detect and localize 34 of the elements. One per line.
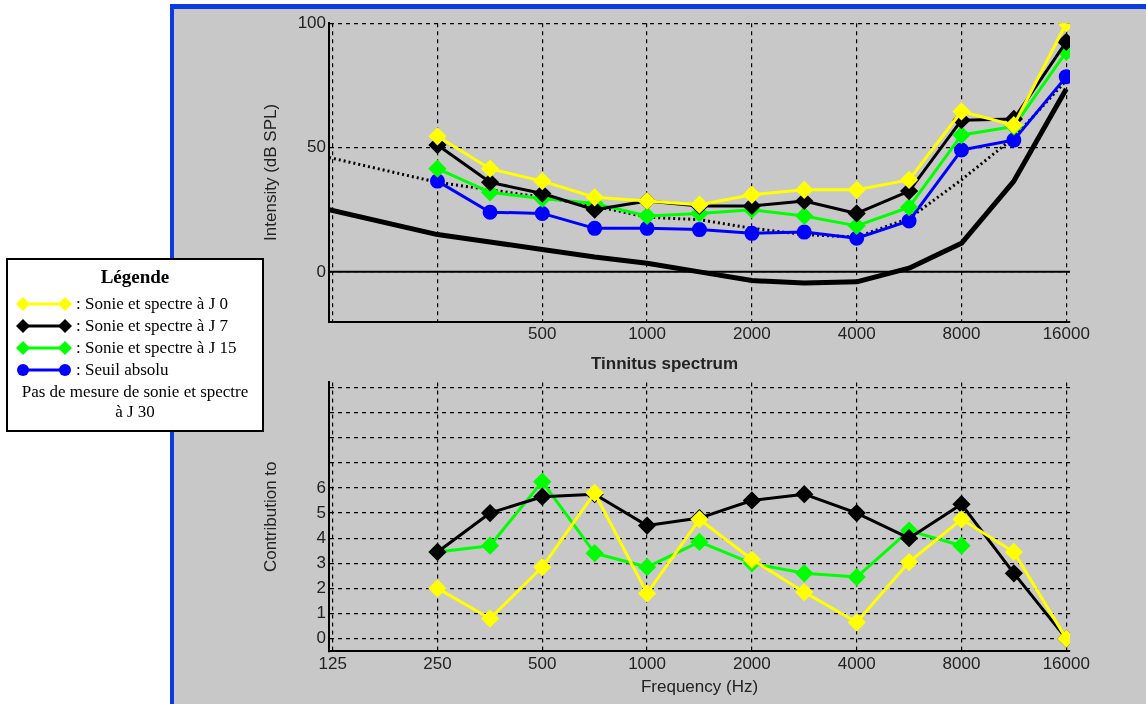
- x-tick-label: 8000: [942, 654, 981, 674]
- text: Pas de mesure de sonie et spectre à J 30: [20, 382, 250, 422]
- y-tick-label: 6: [316, 477, 326, 497]
- x-tick-label: 500: [528, 324, 557, 344]
- y-tick-label: 50: [307, 137, 326, 157]
- legend-label: : Seuil absolu: [76, 360, 169, 380]
- x-tick-label: 2000: [732, 654, 771, 674]
- y-axis-title: Intensity (dB SPL): [260, 103, 280, 241]
- x-tick-label: 4000: [837, 324, 876, 344]
- y-tick-label: 5: [316, 502, 326, 522]
- x-tick-label: 1000: [628, 654, 666, 674]
- y-tick-label: 4: [316, 527, 326, 547]
- legend-label: : Sonie et spectre à J 7: [76, 316, 229, 336]
- legend-label: : Sonie et spectre à J 0: [76, 294, 229, 314]
- x-tick-label: 4000: [837, 654, 876, 674]
- y-tick-label: 0: [316, 261, 326, 281]
- chart-title: Tinnitus spectrum: [590, 353, 739, 373]
- x-tick-label: 2000: [732, 324, 771, 344]
- x-tick-label: 500: [528, 654, 557, 674]
- x-axis-title: Frequency (Hz): [640, 677, 759, 697]
- y-tick-label: 2: [316, 578, 326, 598]
- y-tick-label: 100: [297, 12, 326, 32]
- y-axis-title: Contribution to: [260, 461, 280, 573]
- x-tick-label: 125: [318, 654, 347, 674]
- x-tick-label: 16000: [1042, 324, 1090, 344]
- y-tick-label: 3: [316, 552, 326, 572]
- legend-label: : Sonie et spectre à J 15: [76, 338, 237, 358]
- y-tick-label: 1: [316, 603, 326, 623]
- legend-title: Légende: [99, 266, 171, 288]
- x-tick-label: 16000: [1042, 654, 1090, 674]
- x-tick-label: 1000: [628, 324, 666, 344]
- y-tick-label: 0: [316, 628, 326, 648]
- x-tick-label: 8000: [942, 324, 981, 344]
- x-tick-label: 250: [423, 654, 452, 674]
